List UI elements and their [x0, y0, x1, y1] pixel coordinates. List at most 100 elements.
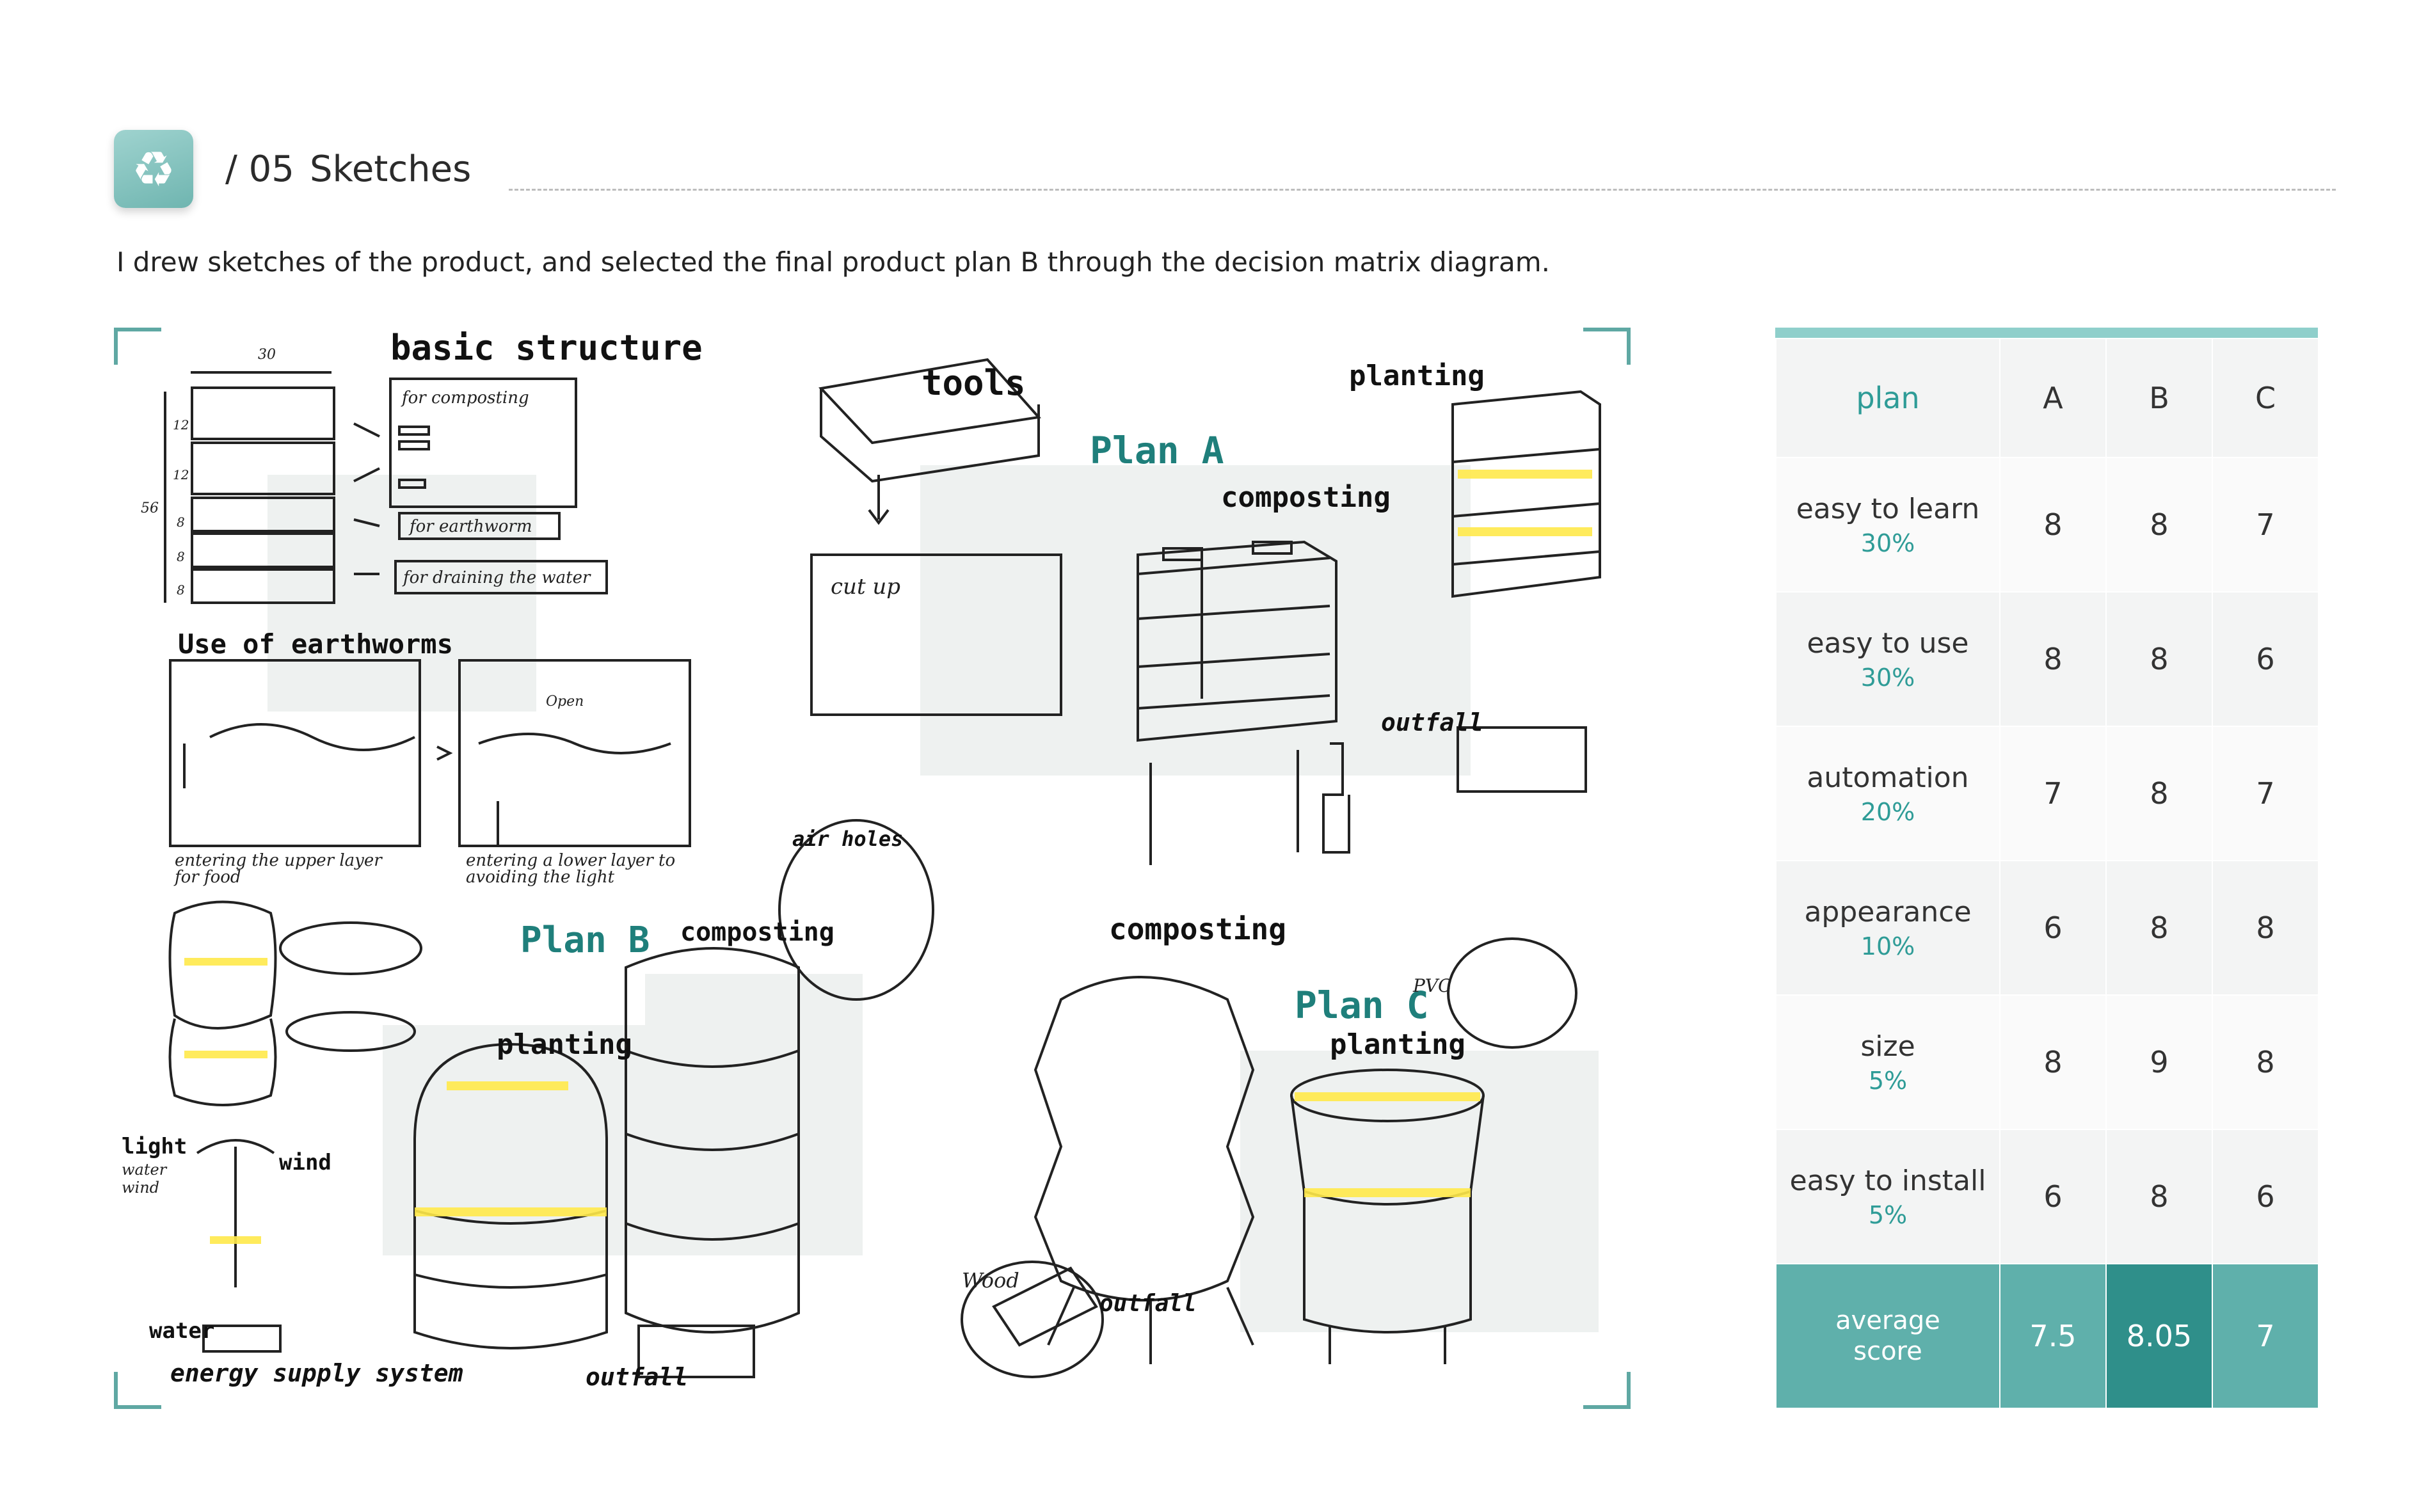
average-label-2: score	[1853, 1337, 1922, 1366]
criterion-weight: 10%	[1860, 932, 1915, 960]
criterion-cell: automation 20%	[1775, 726, 2000, 861]
score-a: 6	[1999, 860, 2107, 996]
criterion-label: size	[1860, 1030, 1915, 1063]
score-a: 8	[1999, 994, 2107, 1130]
label-water-bottom: water	[149, 1318, 215, 1344]
label-outfall-c: outfall	[1099, 1291, 1197, 1317]
matrix-table: plan A B C easy to learn 30% 8 8 7 easy t…	[1775, 338, 2319, 1409]
matrix-header-row: plan A B C	[1775, 338, 2319, 458]
criterion-cell: size 5%	[1775, 994, 2000, 1130]
matrix-row: easy to install 5% 6 8 6	[1775, 1129, 2319, 1264]
header-c: C	[2212, 338, 2319, 458]
criterion-weight: 30%	[1860, 663, 1915, 692]
criterion-label: automation	[1807, 761, 1969, 794]
average-label-cell: average score	[1775, 1263, 2000, 1409]
label-composting-a: composting	[1221, 481, 1391, 514]
criterion-weight: 30%	[1860, 529, 1915, 557]
average-b: 8.05	[2105, 1263, 2213, 1409]
section-number: / 05	[225, 148, 294, 190]
average-a: 7.5	[1999, 1263, 2107, 1409]
criterion-weight: 5%	[1868, 1066, 1908, 1095]
label-water-small: water	[122, 1161, 167, 1179]
label-pvc: PVC	[1413, 975, 1452, 996]
label-outfall-b: outfall	[586, 1363, 689, 1391]
average-label-1: average	[1835, 1306, 1940, 1335]
score-c: 8	[2212, 994, 2319, 1130]
label-outfall-a: outfall	[1381, 708, 1484, 736]
label-plan-a: Plan A	[1090, 429, 1224, 472]
plan-b-bg	[383, 1025, 690, 1255]
score-c: 6	[2212, 591, 2319, 727]
intro-text: I drew sketches of the product, and sele…	[116, 246, 1551, 278]
frame-corner-bottom-left	[114, 1372, 161, 1409]
label-wind-small: wind	[122, 1179, 160, 1197]
average-score-row: average score 7.5 8.05 7	[1775, 1263, 2319, 1409]
label-cut-up: cut up	[831, 574, 901, 600]
criterion-label: appearance	[1804, 895, 1972, 928]
label-plan-c: Plan C	[1295, 983, 1429, 1027]
label-dim-12b: 12	[173, 467, 189, 482]
label-for-earthworm: for earthworm	[410, 517, 532, 536]
header-plan: plan	[1775, 338, 2000, 458]
criterion-cell: easy to learn 30%	[1775, 457, 2000, 593]
score-a: 6	[1999, 1129, 2107, 1264]
matrix-row: appearance 10% 6 8 8	[1775, 860, 2319, 996]
frame-corner-bottom-right	[1583, 1372, 1631, 1409]
label-energy-supply: energy supply system	[170, 1359, 463, 1387]
criterion-cell: appearance 10%	[1775, 860, 2000, 996]
label-tools: tools	[922, 363, 1026, 403]
criterion-label: easy to learn	[1796, 492, 1980, 525]
criterion-weight: 20%	[1860, 797, 1915, 826]
label-light: light	[122, 1134, 188, 1159]
section-name: Sketches	[309, 148, 472, 190]
recycle-icon: ♻	[114, 130, 193, 208]
criterion-cell: easy to use 30%	[1775, 591, 2000, 727]
label-for-composting: for composting	[402, 388, 529, 408]
score-b: 8	[2105, 591, 2213, 727]
score-b: 8	[2105, 860, 2213, 996]
plan-b-bg-2	[645, 974, 863, 1255]
frame-corner-top-right	[1583, 328, 1631, 365]
label-open: Open	[546, 694, 584, 710]
header-b: B	[2105, 338, 2213, 458]
matrix-top-bar	[1775, 328, 2318, 338]
score-c: 7	[2212, 457, 2319, 593]
criterion-label: easy to use	[1807, 626, 1969, 660]
section-title: / 05 Sketches	[225, 148, 471, 190]
score-b: 8	[2105, 457, 2213, 593]
score-c: 7	[2212, 726, 2319, 861]
matrix-row: size 5% 8 9 8	[1775, 994, 2319, 1130]
label-composting-b: composting	[680, 918, 834, 947]
label-dim-8a: 8	[177, 514, 185, 530]
plan-a-bg	[920, 465, 1471, 776]
frame-corner-top-left	[114, 328, 161, 365]
score-b: 8	[2105, 726, 2213, 861]
sketch-drawings	[164, 358, 1601, 1378]
criterion-cell: easy to install 5%	[1775, 1129, 2000, 1264]
score-c: 8	[2212, 860, 2319, 996]
label-dim-8c: 8	[177, 582, 185, 598]
label-lower-layer: entering a lower layer to avoiding the l…	[466, 851, 676, 887]
label-use-of-earthworms: Use of earthworms	[178, 628, 453, 660]
score-b: 9	[2105, 994, 2213, 1130]
label-planting-c: planting	[1330, 1028, 1465, 1061]
matrix-row: automation 20% 7 8 7	[1775, 726, 2319, 861]
criterion-label: easy to install	[1789, 1164, 1986, 1197]
matrix-row: easy to use 30% 8 8 6	[1775, 591, 2319, 727]
label-air-holes: air holes	[792, 827, 904, 851]
criterion-weight: 5%	[1868, 1200, 1908, 1229]
score-b: 8	[2105, 1129, 2213, 1264]
label-composting-c: composting	[1109, 912, 1286, 946]
matrix-row: easy to learn 30% 8 8 7	[1775, 457, 2319, 593]
label-upper-layer: entering the upper layer for food	[175, 851, 382, 887]
header-a: A	[1999, 338, 2107, 458]
label-wood: Wood	[962, 1268, 1019, 1293]
label-wind: wind	[279, 1150, 331, 1175]
label-plan-b: Plan B	[520, 919, 650, 961]
label-planting-a: planting	[1349, 360, 1485, 392]
label-dim-12a: 12	[173, 417, 189, 433]
label-dim-56: 56	[141, 500, 159, 516]
score-a: 8	[1999, 457, 2107, 593]
decision-matrix: plan A B C easy to learn 30% 8 8 7 easy t…	[1775, 328, 2319, 1409]
label-dim-8b: 8	[177, 549, 185, 564]
